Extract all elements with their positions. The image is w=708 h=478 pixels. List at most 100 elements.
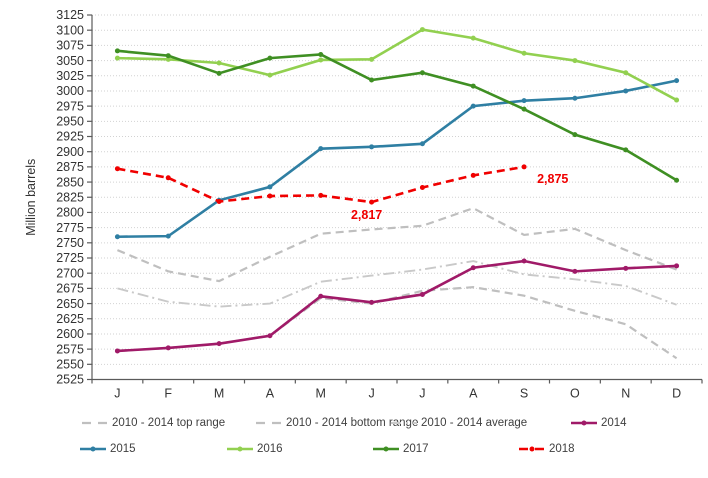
y-tick-label: 2750 [56, 236, 84, 250]
data-point-2015 [369, 144, 375, 150]
legend-item-2018: 2018 [519, 442, 575, 456]
y-tick-label: 3000 [56, 84, 84, 98]
data-point-2014 [318, 293, 324, 299]
data-point-2015 [165, 233, 171, 239]
data-point-2017 [521, 106, 527, 112]
series-2010-2014-average [117, 260, 677, 308]
legend-label: 2016 [257, 443, 283, 455]
y-axis-title: Million barrels [24, 159, 38, 236]
legend-label: 2010 - 2014 average [421, 417, 528, 429]
data-point-2014 [419, 291, 425, 297]
y-tick-label: 2950 [56, 115, 84, 129]
y-tick-label: 2800 [56, 206, 84, 220]
data-point-2017 [623, 147, 629, 153]
data-point-2016 [369, 56, 375, 62]
data-point-2014 [674, 263, 680, 269]
data-point-2016 [623, 70, 629, 76]
data-point-2018 [114, 166, 120, 172]
data-point-2014 [216, 341, 222, 347]
series-2017 [114, 48, 680, 183]
series-2018 [114, 164, 527, 205]
legend-item-2017: 2017 [373, 442, 429, 456]
data-point-2015 [470, 103, 476, 109]
legend-item-2010-2014-top-range: 2010 - 2014 top range [82, 416, 225, 430]
data-point-2017 [470, 83, 476, 89]
y-tick-label: 2625 [56, 312, 84, 326]
x-tick-label: D [672, 387, 681, 401]
data-point-2016 [470, 35, 476, 41]
data-point-2014 [165, 345, 171, 351]
data-annotations: 2,817 2,875 [351, 172, 568, 222]
data-point-2014 [623, 265, 629, 271]
x-tick-label: S [520, 387, 528, 401]
y-tick-label: 2675 [56, 282, 84, 296]
data-point-2014 [369, 299, 375, 305]
data-point-2018 [216, 199, 222, 205]
annotation-2-875: 2,875 [537, 172, 568, 186]
x-tick-label: A [469, 387, 478, 401]
data-point-2016 [216, 60, 222, 66]
data-point-2015 [572, 95, 578, 101]
data-point-2015 [114, 234, 120, 240]
data-point-2015 [318, 146, 324, 152]
y-tick-label: 2775 [56, 221, 84, 235]
x-tick-label: O [570, 387, 580, 401]
x-tick-label: N [621, 387, 630, 401]
data-point-2018 [165, 175, 171, 181]
legend-label: 2018 [549, 443, 575, 455]
data-point-2017 [318, 51, 324, 57]
data-point-2016 [114, 55, 120, 61]
data-point-2018 [267, 193, 273, 199]
series-line-2015 [117, 79, 677, 239]
data-point-2017 [572, 132, 578, 138]
axes [87, 14, 703, 384]
data-point-2017 [216, 70, 222, 76]
data-point-2014 [114, 348, 120, 354]
legend-label: 2014 [601, 417, 627, 429]
legend-item-2010-2014-average: 2010 - 2014 average [391, 416, 527, 430]
data-point-2017 [419, 70, 425, 76]
legend-label: 2015 [110, 443, 136, 455]
y-tick-label: 3025 [56, 69, 84, 83]
data-point-2015 [521, 98, 527, 104]
series-2014 [114, 258, 680, 354]
data-point-2016 [267, 72, 273, 78]
legend-swatch-2018 [519, 446, 545, 452]
y-tick-label: 2725 [56, 251, 84, 265]
data-point-2015 [623, 88, 629, 94]
y-tick-label: 2850 [56, 175, 84, 189]
data-point-2015 [674, 78, 680, 84]
y-tick-label: 2650 [56, 297, 84, 311]
series-line-2014 [117, 259, 677, 353]
y-tick-label: 2875 [56, 160, 84, 174]
data-point-2016 [674, 97, 680, 103]
annotation-2-817: 2,817 [351, 208, 382, 222]
y-tick-label: 2825 [56, 190, 84, 204]
y-tick-label: 2925 [56, 130, 84, 144]
data-point-2016 [318, 57, 324, 63]
y-tick-label: 3075 [56, 39, 84, 53]
x-tick-label: J [114, 387, 120, 401]
x-tick-label: M [316, 387, 326, 401]
legend-swatch-2010-2014-bottom-range [256, 421, 282, 425]
data-point-2014 [521, 258, 527, 264]
legend-label: 2010 - 2014 bottom range [286, 417, 419, 429]
data-point-2017 [674, 177, 680, 183]
series-lines [114, 27, 680, 360]
legend-swatch-2015 [80, 446, 106, 452]
y-tick-label: 2900 [56, 145, 84, 159]
data-point-2016 [165, 56, 171, 62]
legend-swatch-2017 [373, 446, 399, 452]
data-point-2017 [369, 77, 375, 83]
data-point-2018 [521, 164, 527, 170]
y-tick-label: 3125 [56, 8, 84, 22]
series-2010-2014-top-range [116, 206, 677, 283]
series-line-2010-2014-average [117, 260, 677, 308]
y-tick-label: 2700 [56, 266, 84, 280]
legend-swatch-2016 [227, 446, 253, 452]
y-tick-label: 2525 [56, 373, 84, 387]
series-line-2016 [117, 28, 678, 102]
y-tick-label: 2575 [56, 342, 84, 356]
